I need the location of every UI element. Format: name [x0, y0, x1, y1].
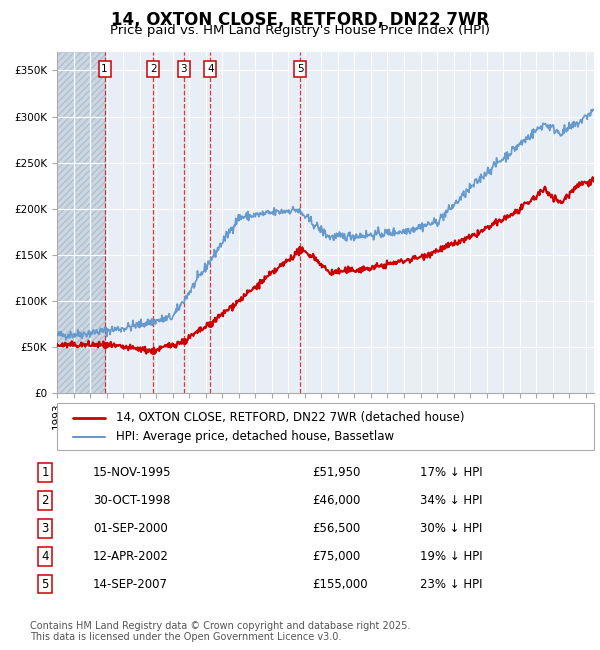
Text: 30-OCT-1998: 30-OCT-1998 — [93, 494, 170, 507]
Text: 3: 3 — [181, 64, 187, 74]
Text: Contains HM Land Registry data © Crown copyright and database right 2025.
This d: Contains HM Land Registry data © Crown c… — [30, 621, 410, 642]
Text: 1: 1 — [41, 465, 49, 478]
Text: 5: 5 — [41, 577, 49, 590]
Text: 23% ↓ HPI: 23% ↓ HPI — [420, 577, 482, 590]
Text: £51,950: £51,950 — [312, 465, 361, 478]
Text: 15-NOV-1995: 15-NOV-1995 — [93, 465, 172, 478]
Text: 3: 3 — [41, 521, 49, 534]
Text: £46,000: £46,000 — [312, 494, 361, 507]
Text: 34% ↓ HPI: 34% ↓ HPI — [420, 494, 482, 507]
Text: 4: 4 — [207, 64, 214, 74]
Text: 4: 4 — [41, 550, 49, 562]
Text: 1: 1 — [101, 64, 108, 74]
Bar — [57, 52, 104, 393]
Text: 12-APR-2002: 12-APR-2002 — [93, 550, 169, 562]
FancyBboxPatch shape — [57, 403, 594, 450]
Text: 14, OXTON CLOSE, RETFORD, DN22 7WR: 14, OXTON CLOSE, RETFORD, DN22 7WR — [111, 11, 489, 29]
Text: 01-SEP-2000: 01-SEP-2000 — [93, 521, 168, 534]
Text: Price paid vs. HM Land Registry's House Price Index (HPI): Price paid vs. HM Land Registry's House … — [110, 24, 490, 37]
Text: £75,000: £75,000 — [312, 550, 360, 562]
Text: 5: 5 — [297, 64, 304, 74]
Text: £155,000: £155,000 — [312, 577, 368, 590]
Text: HPI: Average price, detached house, Bassetlaw: HPI: Average price, detached house, Bass… — [116, 430, 394, 443]
Text: 14-SEP-2007: 14-SEP-2007 — [93, 577, 168, 590]
Text: 30% ↓ HPI: 30% ↓ HPI — [420, 521, 482, 534]
Text: 2: 2 — [150, 64, 157, 74]
Text: 19% ↓ HPI: 19% ↓ HPI — [420, 550, 482, 562]
Text: £56,500: £56,500 — [312, 521, 360, 534]
Text: 2: 2 — [41, 494, 49, 507]
Text: 17% ↓ HPI: 17% ↓ HPI — [420, 465, 482, 478]
Text: 14, OXTON CLOSE, RETFORD, DN22 7WR (detached house): 14, OXTON CLOSE, RETFORD, DN22 7WR (deta… — [116, 411, 464, 424]
